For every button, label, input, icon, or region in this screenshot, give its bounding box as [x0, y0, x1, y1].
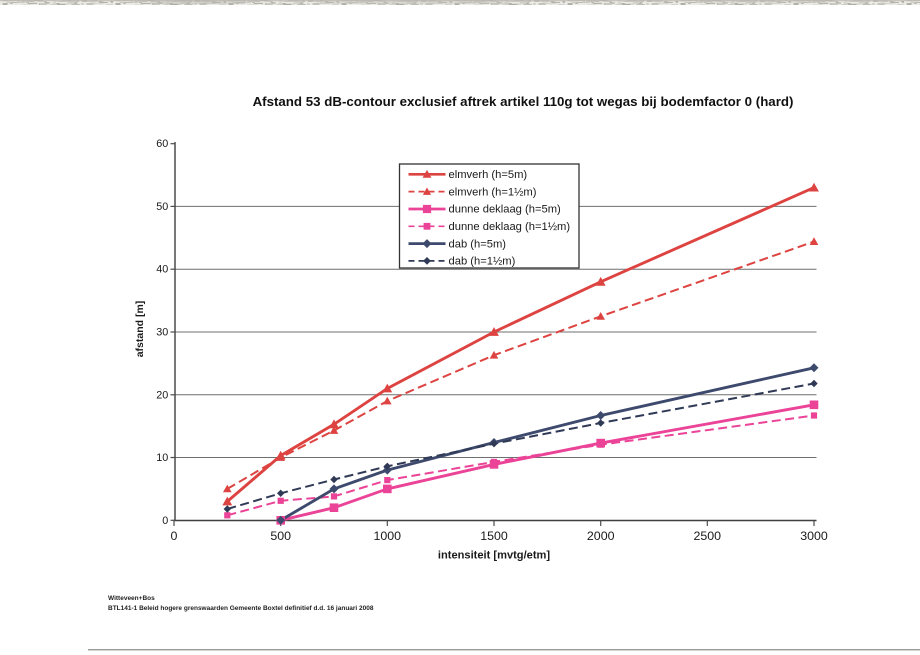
svg-text:30: 30: [156, 327, 168, 339]
svg-text:elmverh (h=5m): elmverh (h=5m): [449, 169, 528, 181]
svg-text:Witteveen+Bos: Witteveen+Bos: [108, 595, 155, 602]
svg-text:BTL141-1 Beleid hogere grenswa: BTL141-1 Beleid hogere grenswaarden Geme…: [108, 605, 374, 612]
svg-text:dunne deklaag (h=5m): dunne deklaag (h=5m): [449, 204, 562, 216]
svg-text:2000: 2000: [587, 529, 615, 543]
svg-text:3000: 3000: [800, 529, 828, 543]
svg-text:60: 60: [156, 138, 168, 150]
svg-text:Afstand 53 dB-contour exclusie: Afstand 53 dB-contour exclusief aftrek a…: [253, 94, 794, 109]
svg-text:dunne deklaag (h=1½m): dunne deklaag (h=1½m): [449, 221, 571, 233]
svg-text:dab (h=5m): dab (h=5m): [449, 238, 507, 250]
svg-text:elmverh (h=1½m): elmverh (h=1½m): [449, 186, 537, 198]
svg-text:0: 0: [162, 515, 168, 527]
svg-text:20: 20: [156, 389, 168, 401]
svg-text:2500: 2500: [694, 529, 722, 543]
svg-text:50: 50: [156, 201, 168, 213]
svg-text:dab (h=1½m): dab (h=1½m): [449, 256, 516, 268]
svg-text:500: 500: [270, 529, 291, 543]
svg-text:1000: 1000: [374, 529, 402, 543]
svg-text:10: 10: [156, 452, 168, 464]
svg-text:afstand [m]: afstand [m]: [134, 301, 146, 358]
svg-text:40: 40: [156, 264, 168, 276]
svg-text:0: 0: [171, 529, 178, 543]
svg-text:intensiteit [mvtg/etm]: intensiteit [mvtg/etm]: [438, 550, 550, 562]
svg-text:1500: 1500: [480, 529, 508, 543]
